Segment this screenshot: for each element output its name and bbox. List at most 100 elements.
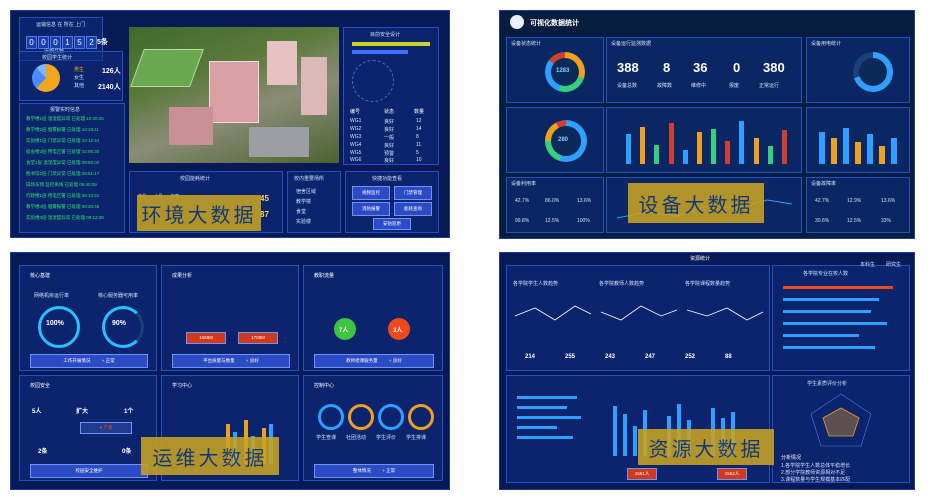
- hbar: [517, 416, 581, 419]
- legend-item: 研究生: [886, 262, 902, 268]
- stacked-bar: [855, 142, 861, 164]
- note-line: 2.部分学院教师资源相对不足: [781, 470, 846, 476]
- campus-aerial-view[interactable]: [129, 27, 339, 163]
- list-item[interactable]: 食堂1层 温湿度异常 已处理 09:58:02: [26, 160, 100, 165]
- list-item[interactable]: 操场东侧 监控离线 已处理 09:40:09: [26, 182, 97, 187]
- ring-label: 学生查课: [316, 435, 337, 441]
- failure-card: 设备故障率 42.7% 12.9% 13.6% 30.6% 12.5% 33%: [806, 177, 910, 233]
- table-cell: 12: [416, 118, 422, 124]
- digit: 0: [50, 36, 61, 49]
- device-bar: [696, 132, 702, 164]
- gauge-ring: [102, 306, 144, 348]
- status-dot-icon: ●: [245, 358, 249, 363]
- card-title: 设备故障率: [811, 181, 837, 187]
- place-item[interactable]: 宿舍区域: [296, 189, 317, 195]
- quick-button[interactable]: 门禁管理: [394, 186, 432, 200]
- trend-card: 各学院学生人数趋势 各学院教师人数趋势 各学院课程数量趋势 214 255 24…: [506, 265, 770, 371]
- building: [267, 41, 297, 85]
- stat-value: 0条: [122, 449, 132, 455]
- alert-row[interactable]: ● 严重: [80, 422, 132, 434]
- status-row[interactable]: 教师授课服务量 ● 良好: [314, 354, 434, 368]
- hbar: [517, 436, 573, 439]
- quick-button[interactable]: 能耗查询: [394, 202, 432, 216]
- hbar: [517, 426, 557, 429]
- status-text: 正常: [105, 358, 115, 363]
- stacked-bar: [831, 138, 837, 164]
- list-item[interactable]: 实验楼3层 温湿度异常 已处理 09:12:38: [26, 215, 104, 220]
- number-label: 正常运行: [759, 83, 780, 89]
- device-bar: [626, 134, 631, 164]
- table-cell: WG4: [350, 142, 362, 148]
- pct-value: 42.7%: [815, 198, 830, 204]
- ring-icon: [348, 404, 374, 430]
- place-item[interactable]: 教学楼: [296, 199, 312, 205]
- table-cell: 14: [416, 126, 422, 132]
- digit: 5: [74, 36, 85, 49]
- donut-hole: [551, 126, 581, 156]
- pct-value: 100%: [577, 218, 590, 224]
- footer-button[interactable]: 校园安全维护: [30, 464, 148, 478]
- radar-ring: [352, 60, 394, 102]
- pct-value: 33%: [881, 218, 892, 224]
- list-item[interactable]: 教学楼1层 温湿度异常 已处理 10:20:25: [26, 116, 104, 121]
- gauge-hole: [859, 58, 887, 86]
- device-bar-chart: [623, 116, 793, 164]
- table-cell: 8: [416, 134, 419, 140]
- stat-value: 126人: [102, 68, 121, 75]
- status-label: 整体情况: [352, 468, 371, 473]
- quick-button[interactable]: 视频监控: [352, 186, 390, 200]
- bar: [623, 414, 627, 456]
- stat-value: 扩大: [76, 409, 89, 415]
- big-number: 380: [763, 60, 785, 75]
- number-label: 故障数: [657, 83, 673, 89]
- pct-value: 86.0%: [545, 198, 560, 204]
- card-title: 学习中心: [172, 383, 193, 389]
- card-title: 设备状态统计: [511, 41, 542, 47]
- table-cell: 一般: [384, 135, 395, 141]
- hbar: [783, 310, 871, 313]
- list-item[interactable]: 教学楼4层 烟雾报警 已处理 09:20:46: [26, 204, 100, 209]
- number-label: 报废: [729, 83, 740, 89]
- place-item[interactable]: 实验楼: [296, 219, 312, 225]
- ring-icon: [318, 404, 344, 430]
- digit: 1: [62, 36, 73, 49]
- note-line: 3.课程数量与学生规模基本匹配: [781, 477, 851, 483]
- list-item[interactable]: 图书馆2层 门禁异常 已处理 09:51:17: [26, 171, 100, 176]
- card-title: 核心基建: [30, 273, 51, 279]
- status-row[interactable]: 整体情况 ● 正常: [314, 464, 434, 478]
- dashboard-title: 可视化数据统计: [530, 20, 579, 27]
- gauge-value: 90%: [112, 320, 127, 327]
- card-title: 设备利用率: [511, 181, 537, 187]
- pill: 1568M: [186, 332, 226, 344]
- hbar-group: [517, 396, 587, 456]
- results-card: 成果分析 1568M 1708M 平台质量与数量 ● 良好: [161, 265, 299, 371]
- energy-value: 87: [260, 210, 269, 219]
- pct-value: 99.8%: [515, 218, 530, 224]
- ring-icon: [378, 404, 404, 430]
- student-pie-chart: [32, 64, 60, 92]
- status-circle: [334, 318, 356, 340]
- legend-item: 本科生: [860, 262, 876, 268]
- table-cell: WG6: [350, 157, 362, 163]
- list-item[interactable]: 行政楼1层 用电告警 已处理 09:33:51: [26, 193, 100, 198]
- quick-button[interactable]: 消防报警: [352, 202, 390, 216]
- status-circle: [388, 318, 410, 340]
- digit: 2: [86, 36, 97, 49]
- list-item[interactable]: 教学楼2层 烟雾报警 已处理 10:18:11: [26, 127, 99, 132]
- stat-value: 1个: [124, 409, 134, 415]
- place-item[interactable]: 食堂: [296, 209, 307, 215]
- list-item[interactable]: 实验楼1层 门禁异常 已处理 10:12:44: [26, 138, 100, 143]
- status-row[interactable]: 工作开展情况 ● 正常: [30, 354, 148, 368]
- gauge-label: 网络机房运行率: [34, 293, 70, 299]
- donut-value: 280: [558, 137, 569, 143]
- device-power-card: 设备用电统计: [806, 37, 910, 103]
- device-bar: [640, 126, 646, 164]
- status-row[interactable]: 平台质量与数量 ● 良好: [172, 354, 290, 368]
- number-label: 维修中: [691, 83, 707, 89]
- device-dashboard: 可视化数据统计 设备状态统计 1283 设备运行监测数据 388 8 36 0 …: [499, 10, 915, 239]
- line-title: 各学院教师人数趋势: [599, 281, 645, 287]
- quick-button[interactable]: 安防巡更: [373, 218, 411, 230]
- list-item[interactable]: 宿舍楼3层 用电告警 已处理 10:05:30: [26, 149, 100, 154]
- important-places: 校内重要场所 宿舍区域 教学楼 食堂 实验楼: [287, 171, 341, 233]
